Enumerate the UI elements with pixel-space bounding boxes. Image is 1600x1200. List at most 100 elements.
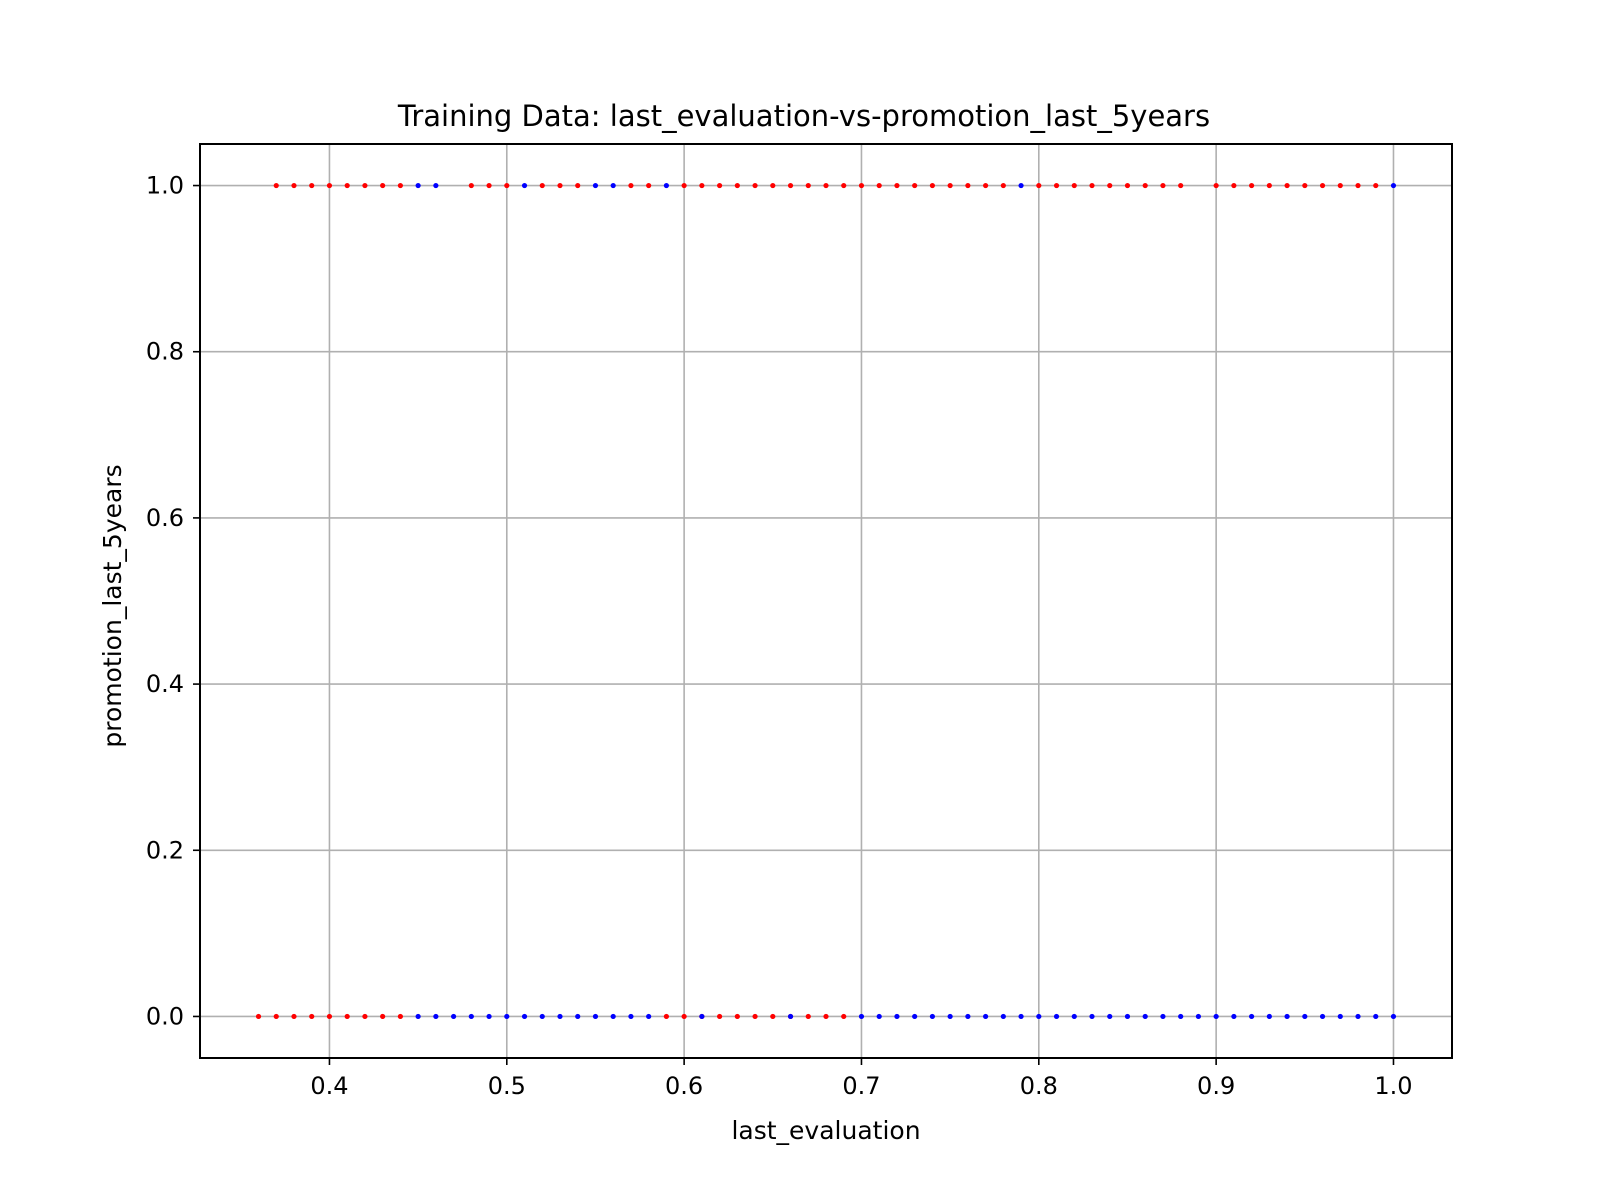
- data-point: [1018, 182, 1024, 189]
- y-tick-label: 0.6: [146, 504, 184, 532]
- data-point: [823, 182, 829, 189]
- data-point: [734, 182, 740, 189]
- data-point: [894, 1013, 900, 1020]
- data-point: [805, 1013, 811, 1020]
- data-point: [876, 182, 882, 189]
- data-point: [468, 182, 474, 189]
- data-point: [521, 182, 528, 189]
- data-point: [699, 1013, 705, 1020]
- x-tick-label: 0.6: [665, 1072, 703, 1100]
- data-point: [575, 182, 581, 189]
- data-point: [716, 1013, 723, 1020]
- data-point: [1390, 182, 1397, 189]
- y-tick-label: 0.2: [146, 836, 184, 864]
- data-point: [326, 182, 333, 189]
- x-tick-label: 1.0: [1374, 1072, 1412, 1100]
- data-point: [858, 1013, 865, 1020]
- data-point: [1284, 182, 1290, 189]
- data-point: [1390, 1013, 1397, 1020]
- data-point: [1018, 1013, 1024, 1020]
- data-point: [610, 1013, 616, 1020]
- data-point: [1178, 1013, 1184, 1020]
- data-point: [663, 182, 669, 189]
- chart-title: Training Data: last_evaluation-vs-promot…: [397, 99, 1210, 133]
- data-point: [433, 182, 439, 189]
- data-point: [539, 1013, 545, 1020]
- data-point: [752, 182, 758, 189]
- data-point: [291, 182, 297, 189]
- data-point: [841, 182, 847, 189]
- data-point: [1266, 1013, 1272, 1020]
- data-point: [1319, 182, 1326, 189]
- data-point: [1266, 182, 1272, 189]
- axis-ticks: 0.4 0.5 0.6 0.7 0.8 0.9 1.0 0.0 0.2 0.4 0.6 0.8 1.0: [146, 172, 1413, 1100]
- data-point: [752, 1013, 758, 1020]
- data-point: [947, 182, 953, 189]
- data-point: [397, 1013, 403, 1020]
- data-point: [663, 1013, 669, 1020]
- data-point: [326, 1013, 333, 1020]
- data-point: [486, 1013, 492, 1020]
- data-point: [575, 1013, 581, 1020]
- data-point: [521, 1013, 528, 1020]
- data-point: [610, 182, 616, 189]
- data-point: [1213, 182, 1219, 189]
- data-point: [1178, 182, 1184, 189]
- data-point: [539, 182, 545, 189]
- data-point: [646, 1013, 652, 1020]
- data-point: [1000, 1013, 1006, 1020]
- data-point: [1249, 182, 1255, 189]
- y-axis-label: promotion_last_5years: [98, 464, 127, 747]
- data-point: [628, 1013, 634, 1020]
- x-tick-label: 0.5: [488, 1072, 526, 1100]
- data-point: [1355, 182, 1361, 189]
- data-point: [1302, 1013, 1308, 1020]
- data-point: [646, 182, 652, 189]
- x-tick-label: 0.7: [842, 1072, 880, 1100]
- data-point: [450, 1013, 457, 1020]
- data-point: [255, 1013, 262, 1020]
- data-point: [309, 182, 315, 189]
- data-point: [1053, 182, 1060, 189]
- data-point: [770, 182, 776, 189]
- data-point: [929, 182, 936, 189]
- data-point: [983, 182, 989, 189]
- data-point: [699, 182, 705, 189]
- data-point: [947, 1013, 953, 1020]
- data-point: [841, 1013, 847, 1020]
- data-point: [362, 1013, 368, 1020]
- data-point: [805, 182, 811, 189]
- data-point: [1000, 182, 1006, 189]
- x-tick-label: 0.4: [310, 1072, 348, 1100]
- plot-frame: [199, 143, 1453, 1059]
- data-point: [344, 1013, 350, 1020]
- data-point: [1249, 1013, 1255, 1020]
- data-point: [1373, 1013, 1379, 1020]
- y-tick-label: 1.0: [146, 172, 184, 200]
- data-point: [592, 1013, 599, 1020]
- data-point: [309, 1013, 315, 1020]
- data-point: [1089, 1013, 1095, 1020]
- data-point: [1160, 182, 1166, 189]
- data-point: [1195, 1013, 1202, 1020]
- data-point: [557, 182, 563, 189]
- data-point: [734, 1013, 740, 1020]
- data-point: [486, 182, 492, 189]
- data-point: [504, 1013, 510, 1020]
- data-point: [362, 182, 368, 189]
- data-point: [1071, 182, 1077, 189]
- y-tick-label: 0.0: [146, 1002, 184, 1030]
- data-point: [592, 182, 599, 189]
- data-point: [929, 1013, 936, 1020]
- data-point: [1231, 1013, 1237, 1020]
- data-point: [1337, 182, 1343, 189]
- data-point: [1337, 1013, 1343, 1020]
- data-point: [344, 182, 350, 189]
- data-point: [1071, 1013, 1077, 1020]
- data-point: [380, 1013, 386, 1020]
- data-point: [415, 1013, 421, 1020]
- data-point: [1036, 1013, 1042, 1020]
- y-tick-label: 0.4: [146, 670, 184, 698]
